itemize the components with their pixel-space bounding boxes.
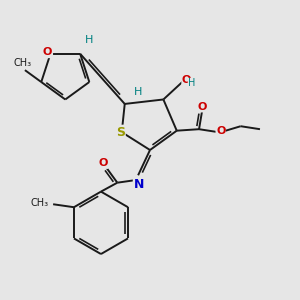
Text: N: N [134,178,144,190]
Text: O: O [43,47,52,57]
Text: O: O [198,102,207,112]
Text: O: O [216,126,225,136]
Text: H: H [85,35,93,45]
Text: H: H [188,78,195,88]
Text: O: O [98,158,108,168]
Text: CH₃: CH₃ [14,58,32,68]
Text: O: O [182,75,191,85]
Text: H: H [134,87,142,97]
Text: CH₃: CH₃ [31,198,49,208]
Text: S: S [116,126,125,139]
